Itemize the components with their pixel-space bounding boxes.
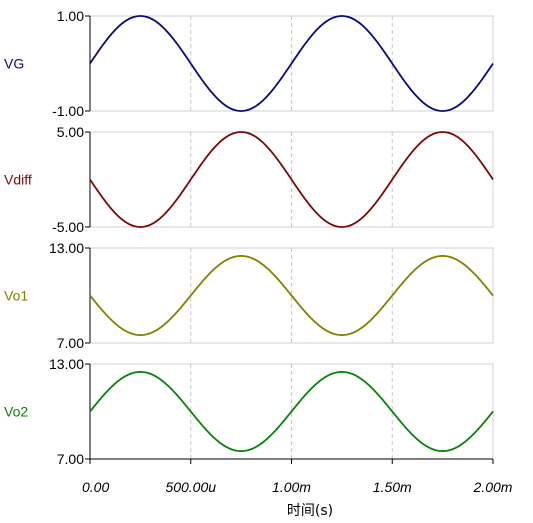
x-axis: 0.00 500.00u 1.00m 1.50m 2.00m [82,458,513,495]
series-line-vo1 [89,255,494,336]
panels: 1.00-1.00VG5.00-5.00Vdiff13.007.00Vo113.… [4,8,513,495]
panel-vg: 1.00 -1.00 VG [4,8,494,119]
series-label-vo1: Vo1 [4,288,28,304]
series-line-vo2 [89,371,494,452]
x-tick-label: 2.00m [473,479,513,495]
series-line-vdiff [89,131,494,228]
panel-vo1: 13.00 7.00 Vo1 [4,240,494,351]
x-tick-label: 1.50m [373,479,412,495]
y-tick-label: 7.00 [57,451,84,467]
y-tick-label: -5.00 [52,219,84,235]
x-tick-label: 0.00 [82,479,109,495]
panel-vo2: 13.00 7.00 Vo2 [4,356,494,467]
panel-vdiff: 5.00 -5.00 Vdiff [4,124,494,235]
y-tick-label: -1.00 [52,103,84,119]
x-tick-label: 1.00m [272,479,311,495]
series-line-vg [89,15,494,112]
y-tick-label: 1.00 [57,8,84,24]
series-label-vdiff: Vdiff [4,172,32,188]
y-tick-label: 13.00 [49,356,84,372]
y-tick-label: 13.00 [49,240,84,256]
y-tick-label: 5.00 [57,124,84,140]
series-label-vo2: Vo2 [4,404,28,420]
y-tick-label: 7.00 [57,335,84,351]
series-label-vg: VG [4,56,24,72]
x-axis-label: 时间(s) [287,503,333,519]
x-tick-label: 500.00u [165,479,216,495]
